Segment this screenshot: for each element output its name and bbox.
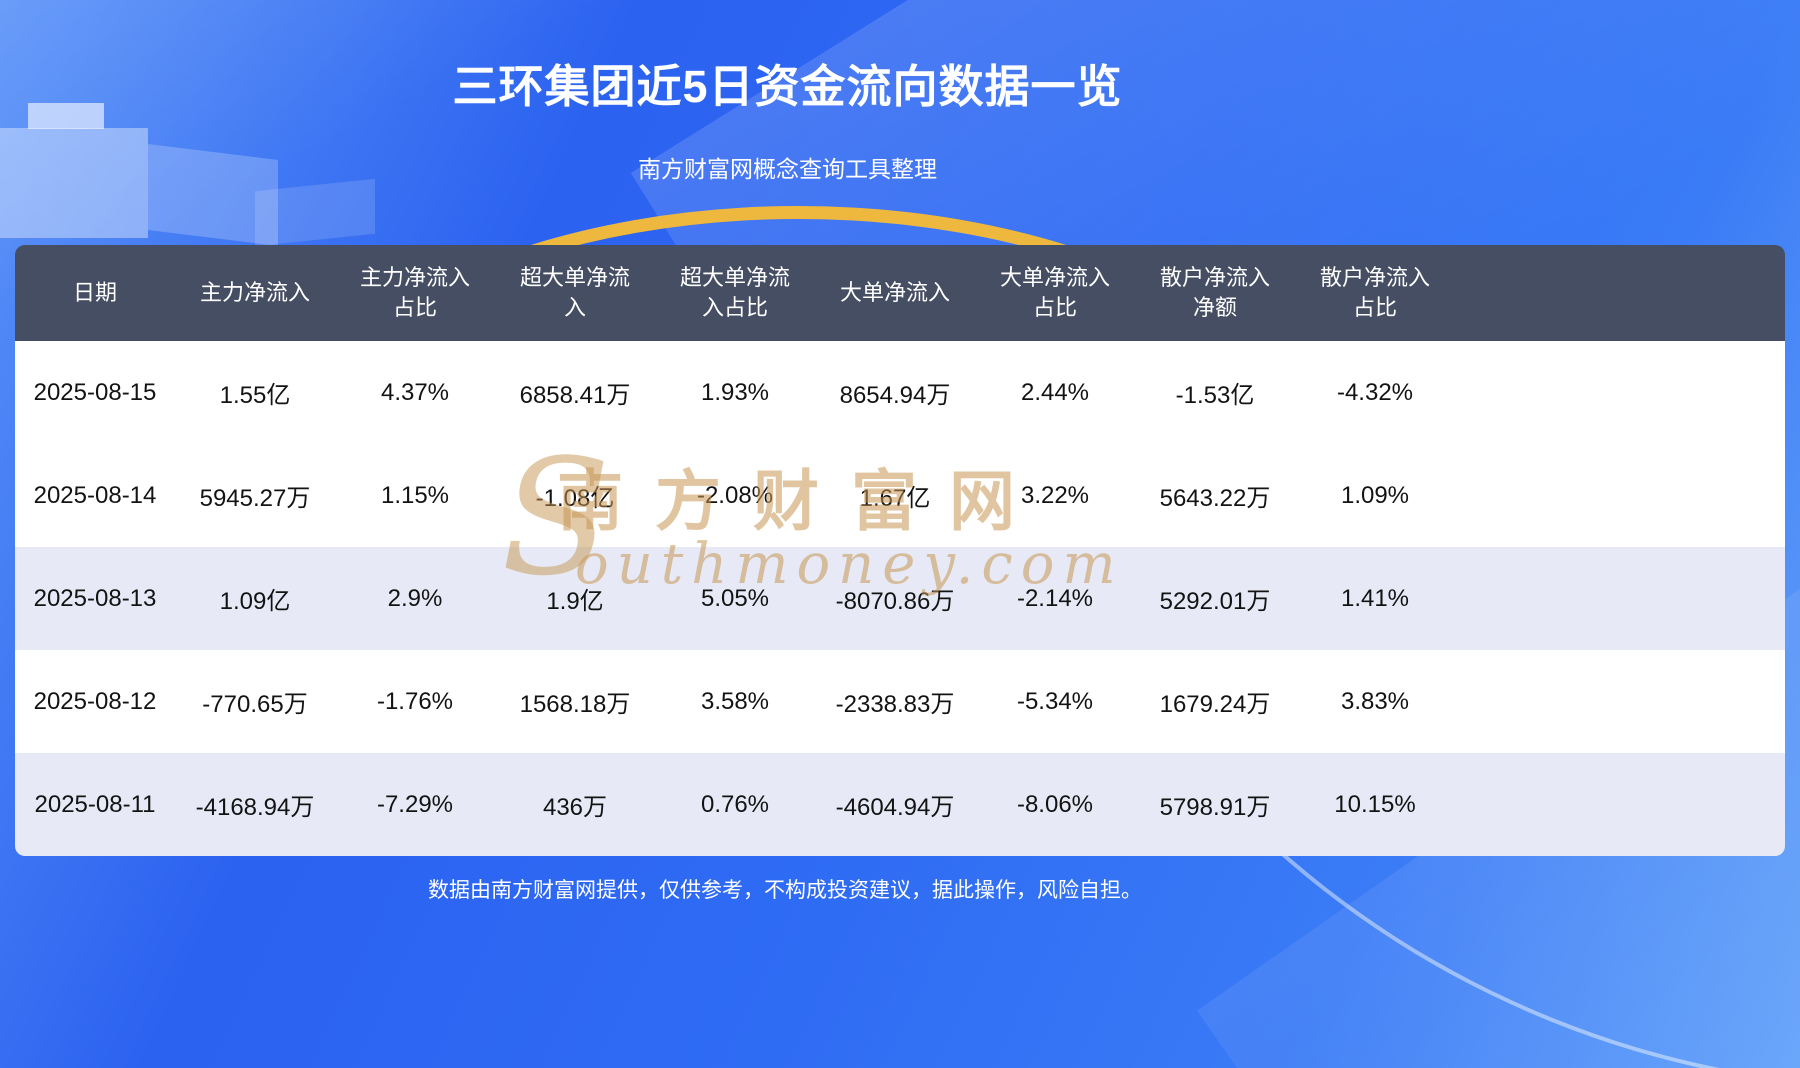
table-cell: 1679.24万 xyxy=(1159,691,1271,718)
table-row: 2025-08-12 -770.65万 -1.76% 1568.18万 3.58… xyxy=(15,650,1785,753)
table-cell: 3.22% xyxy=(1020,481,1090,509)
cell-date: 2025-08-11 xyxy=(34,790,156,818)
table-cell: 5.05% xyxy=(700,584,770,612)
column-header-super-large-net-inflow: 超大单净流入 xyxy=(519,265,630,320)
disclaimer-text: 数据由南方财富网提供，仅供参考，不构成投资建议，据此操作，风险自担。 xyxy=(428,879,1142,902)
table-cell: -1.76% xyxy=(376,687,454,715)
table-header-row: 日期 主力净流入 主力净流入占比 超大单净流入 超大单净流入占比 大单净流入 大… xyxy=(15,245,1785,341)
table-cell: 1.93% xyxy=(700,378,770,406)
table-cell: -770.65万 xyxy=(202,691,308,718)
table-cell: 5945.27万 xyxy=(199,485,311,512)
column-header-main-net-inflow: 主力净流入 xyxy=(199,280,310,306)
column-header-retail-net-inflow: 散户净流入净额 xyxy=(1159,265,1270,320)
column-header-super-large-net-inflow-pct: 超大单净流入占比 xyxy=(679,265,790,320)
table-cell: 5643.22万 xyxy=(1159,485,1271,512)
table-cell: -8.06% xyxy=(1016,790,1094,818)
table-cell: 5798.91万 xyxy=(1159,794,1271,821)
table-cell: -4168.94万 xyxy=(195,794,315,821)
table-cell: 3.58% xyxy=(700,687,770,715)
table-row: 2025-08-15 1.55亿 4.37% 6858.41万 1.93% 86… xyxy=(15,341,1785,444)
page-title: 三环集团近5日资金流向数据一览 xyxy=(452,61,1123,112)
table-cell: 2.44% xyxy=(1020,378,1090,406)
cell-date: 2025-08-13 xyxy=(33,584,157,612)
fund-flow-table: 日期 主力净流入 主力净流入占比 超大单净流入 超大单净流入占比 大单净流入 大… xyxy=(15,245,1785,856)
table-cell: 1.15% xyxy=(380,481,450,509)
table-cell: 2.9% xyxy=(387,584,443,612)
table-cell: 1.55亿 xyxy=(219,382,291,409)
table-cell: -4.32% xyxy=(1336,378,1414,406)
table-cell: 4.37% xyxy=(380,378,450,406)
table-cell: 1.67亿 xyxy=(859,485,931,512)
table-cell: 8654.94万 xyxy=(839,382,951,409)
table-cell: -2.14% xyxy=(1016,584,1094,612)
table-cell: 3.83% xyxy=(1340,687,1410,715)
table-cell: 1.41% xyxy=(1340,584,1410,612)
table-cell: -1.08亿 xyxy=(535,485,615,512)
table-cell: 1568.18万 xyxy=(519,691,631,718)
table-cell: -2.08% xyxy=(696,481,774,509)
column-header-large-net-inflow: 大单净流入 xyxy=(839,280,950,306)
table-row: 2025-08-14 5945.27万 1.15% -1.08亿 -2.08% … xyxy=(15,444,1785,547)
cell-date: 2025-08-14 xyxy=(33,481,157,509)
column-header-retail-net-inflow-pct: 散户净流入占比 xyxy=(1319,265,1430,320)
table-cell: -4604.94万 xyxy=(835,794,955,821)
building-block-decoration xyxy=(255,178,375,247)
table-cell: 1.09亿 xyxy=(219,588,291,615)
table-cell: 436万 xyxy=(542,794,608,821)
column-header-date: 日期 xyxy=(72,280,117,306)
cell-date: 2025-08-15 xyxy=(33,378,157,406)
page-subtitle: 南方财富网概念查询工具整理 xyxy=(638,156,937,182)
table-cell: -5.34% xyxy=(1016,687,1094,715)
table-cell: -7.29% xyxy=(376,790,454,818)
column-header-large-net-inflow-pct: 大单净流入占比 xyxy=(999,265,1110,320)
column-header-main-net-inflow-pct: 主力净流入占比 xyxy=(359,265,470,320)
table-cell: 1.9亿 xyxy=(546,588,604,615)
table-cell: 10.15% xyxy=(1334,790,1416,818)
table-cell: 1.09% xyxy=(1340,481,1410,509)
cell-date: 2025-08-12 xyxy=(33,687,157,715)
table-row: 2025-08-13 1.09亿 2.9% 1.9亿 5.05% -8070.8… xyxy=(15,547,1785,650)
table-cell: -8070.86万 xyxy=(835,588,955,615)
table-row: 2025-08-11 -4168.94万 -7.29% 436万 0.76% -… xyxy=(15,753,1785,856)
table-cell: 0.76% xyxy=(700,790,770,818)
table-cell: -1.53亿 xyxy=(1175,382,1255,409)
table-cell: 5292.01万 xyxy=(1159,588,1271,615)
table-cell: -2338.83万 xyxy=(835,691,955,718)
table-cell: 6858.41万 xyxy=(519,382,631,409)
